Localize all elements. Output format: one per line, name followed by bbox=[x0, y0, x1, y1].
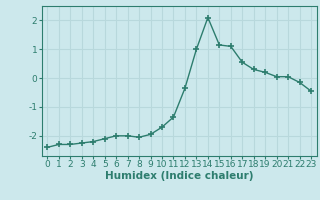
X-axis label: Humidex (Indice chaleur): Humidex (Indice chaleur) bbox=[105, 171, 253, 181]
